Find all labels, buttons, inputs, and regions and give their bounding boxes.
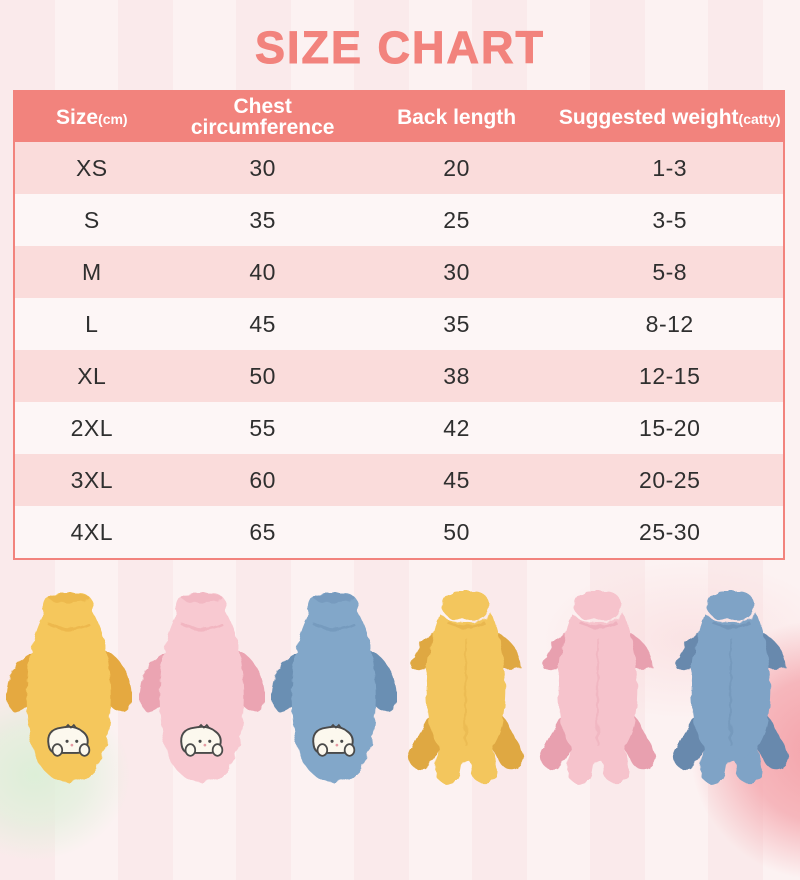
back-cell: 45 (443, 466, 470, 493)
weight-cell: 8-12 (645, 310, 694, 337)
col-header-back-length: Back length (397, 105, 517, 129)
col-header-weight: Suggested weight(catty) (558, 105, 781, 129)
weight-cell: 5-8 (652, 258, 688, 285)
chest-cell: 55 (249, 414, 276, 441)
size-cell: 2XL (70, 414, 114, 441)
product-photo-yellow-pajama-back (403, 583, 529, 791)
table-row-4xl: 4XL 65 50 25-30 (15, 506, 783, 558)
weight-cell: 1-3 (652, 154, 688, 181)
table-row-xl: XL 50 38 12-15 (15, 350, 783, 402)
size-cell: XS (75, 154, 108, 181)
size-cell: 3XL (70, 466, 114, 493)
weight-cell: 15-20 (639, 414, 701, 441)
back-cell: 35 (443, 310, 470, 337)
size-cell: L (85, 310, 99, 337)
puppy-patch-icon (47, 723, 91, 757)
puppy-patch-icon (312, 723, 356, 757)
back-cell: 50 (443, 518, 470, 545)
weight-cell: 3-5 (652, 206, 688, 233)
size-chart-table: Size(cm) Chest circumference Back length… (13, 90, 785, 560)
chest-cell: 60 (249, 466, 276, 493)
chest-cell: 30 (249, 154, 276, 181)
table-row-2xl: 2XL 55 42 15-20 (15, 402, 783, 454)
back-cell: 20 (443, 154, 470, 181)
puppy-patch-icon (179, 723, 223, 757)
chest-cell: 35 (249, 206, 276, 233)
col-header-size: Size(cm) (56, 105, 128, 129)
table-row-m: M 40 30 5-8 (15, 246, 783, 298)
chest-cell: 65 (249, 518, 276, 545)
col-header-chest: Chest circumference (190, 95, 335, 139)
chest-cell: 40 (249, 258, 276, 285)
product-photo-yellow-sweater-front (6, 583, 132, 791)
back-cell: 25 (443, 206, 470, 233)
size-cell: XL (77, 362, 107, 389)
chest-cell: 45 (249, 310, 276, 337)
weight-cell: 12-15 (639, 362, 701, 389)
table-row-s: S 35 25 3-5 (15, 194, 783, 246)
table-row-xs: XS 30 20 1-3 (15, 142, 783, 194)
weight-cell: 25-30 (639, 518, 701, 545)
weight-cell: 20-25 (639, 466, 701, 493)
product-photo-pink-sweater-front (138, 583, 265, 791)
product-photo-blue-pajama-back (668, 583, 794, 791)
size-cell: S (83, 206, 100, 233)
table-row-l: L 45 35 8-12 (15, 298, 783, 350)
product-photo-blue-sweater-front (271, 583, 397, 791)
product-photo-strip (0, 583, 800, 795)
size-cell: 4XL (70, 518, 114, 545)
back-cell: 30 (443, 258, 470, 285)
back-cell: 42 (443, 414, 470, 441)
page-title: SIZE CHART (255, 22, 545, 74)
table-row-3xl: 3XL 60 45 20-25 (15, 454, 783, 506)
product-photo-pink-pajama-back (535, 583, 661, 791)
back-cell: 38 (443, 362, 470, 389)
table-header-row: Size(cm) Chest circumference Back length… (15, 92, 783, 142)
size-cell: M (81, 258, 102, 285)
chest-cell: 50 (249, 362, 276, 389)
